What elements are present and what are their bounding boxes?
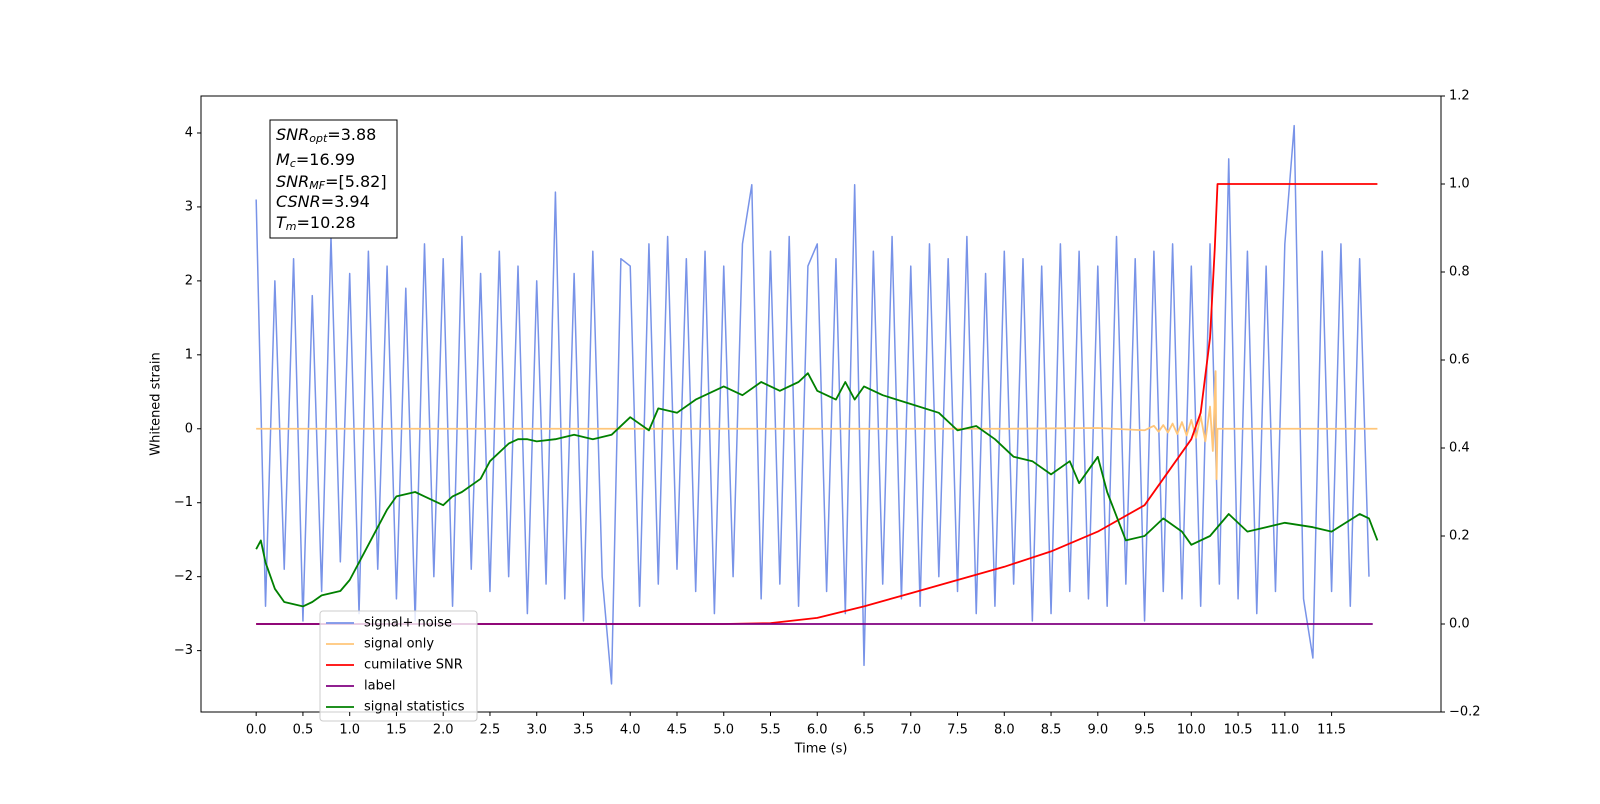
series-line	[256, 370, 1378, 480]
annotation-line: Tm=10.28	[276, 213, 356, 234]
legend-label: label	[364, 679, 395, 694]
x-tick-label: 7.5	[947, 723, 968, 738]
annotation-symbol: M	[276, 150, 290, 169]
x-tick-label: 10.0	[1177, 723, 1206, 738]
y2-tick-label: −0.2	[1449, 705, 1481, 720]
annotation-value: =[5.82]	[325, 172, 387, 191]
y2-tick-label: 0.0	[1449, 617, 1470, 632]
series-line	[255, 372, 1379, 608]
series-line	[256, 183, 1378, 625]
legend-label: signal statistics	[364, 700, 465, 715]
x-tick-label: 3.0	[526, 723, 547, 738]
y-tick-label: 1	[185, 347, 193, 362]
y-tick-label: 2	[185, 273, 193, 288]
y-tick-label: 0	[185, 421, 193, 436]
x-tick-label: 0.0	[246, 723, 267, 738]
y2-tick-label: 0.8	[1449, 265, 1470, 280]
x-tick-label: 10.5	[1224, 723, 1253, 738]
series-line	[255, 124, 1370, 685]
annotation-line: CSNR=3.94	[276, 192, 370, 211]
y2-tick-label: 1.0	[1449, 177, 1470, 192]
x-tick-label: 4.5	[667, 723, 688, 738]
y-tick-label: 3	[185, 199, 193, 214]
x-tick-label: 7.0	[900, 723, 921, 738]
x-tick-label: 6.5	[854, 723, 875, 738]
y2-tick-label: 0.6	[1449, 353, 1470, 368]
annotation-box: SNRopt=3.88Mc=16.99SNRMF=[5.82]CSNR=3.94…	[269, 119, 398, 239]
x-axis-label: Time (s)	[794, 742, 848, 757]
annotation-frame	[269, 119, 398, 239]
x-tick-label: 5.5	[760, 723, 781, 738]
y-tick-label: −3	[174, 643, 193, 658]
annotation-value: =16.99	[296, 150, 355, 169]
x-tick-label: 8.0	[994, 723, 1015, 738]
x-tick-label: 1.5	[386, 723, 407, 738]
annotation-symbol: CSNR	[276, 192, 321, 211]
x-tick-label: 9.5	[1134, 723, 1155, 738]
annotation-value: =10.28	[297, 213, 356, 232]
annotation-symbol: SNR	[276, 125, 309, 144]
x-tick-label: 3.5	[573, 723, 594, 738]
axes-frame	[200, 95, 1442, 713]
x-tick-label: 6.0	[807, 723, 828, 738]
x-tick-label: 2.5	[480, 723, 501, 738]
x-tick-label: 11.0	[1270, 723, 1299, 738]
x-tick-label: 11.5	[1317, 723, 1346, 738]
y-tick-label: −2	[174, 569, 193, 584]
annotation-symbol: T	[276, 213, 287, 232]
legend-label: signal only	[364, 637, 434, 652]
annotation-symbol: SNR	[276, 172, 309, 191]
y-tick-label: 4	[185, 125, 193, 140]
legend-label: cumilative SNR	[364, 658, 463, 673]
x-tick-label: 1.0	[339, 723, 360, 738]
x-tick-label: 0.5	[293, 723, 314, 738]
annotation-line: Mc=16.99	[276, 150, 355, 171]
annotation-subscript: m	[286, 220, 297, 233]
annotation-value: =3.88	[327, 125, 376, 144]
legend-label: signal+ noise	[364, 616, 452, 631]
annotation-subscript: c	[290, 157, 296, 170]
x-tick-label: 5.0	[713, 723, 734, 738]
legend: signal+ noise signal only cumilative SNR la…	[319, 610, 478, 722]
annotation-line: SNRMF=[5.82]	[276, 172, 387, 193]
y2-tick-label: 1.2	[1449, 89, 1470, 104]
annotation-line: SNRopt=3.88	[276, 125, 376, 146]
y2-tick-label: 0.2	[1449, 529, 1470, 544]
y-tick-label: −1	[174, 495, 193, 510]
annotation-value: =3.94	[321, 192, 370, 211]
x-tick-label: 8.5	[1041, 723, 1062, 738]
x-tick-label: 2.0	[433, 723, 454, 738]
annotation-subscript: MF	[309, 179, 325, 192]
x-tick-label: 4.0	[620, 723, 641, 738]
y2-tick-label: 0.4	[1449, 441, 1470, 456]
x-tick-label: 9.0	[1087, 723, 1108, 738]
legend-frame	[319, 610, 478, 722]
annotation-subscript: opt	[309, 132, 328, 145]
y-axis-label: Whitened strain	[149, 352, 164, 455]
